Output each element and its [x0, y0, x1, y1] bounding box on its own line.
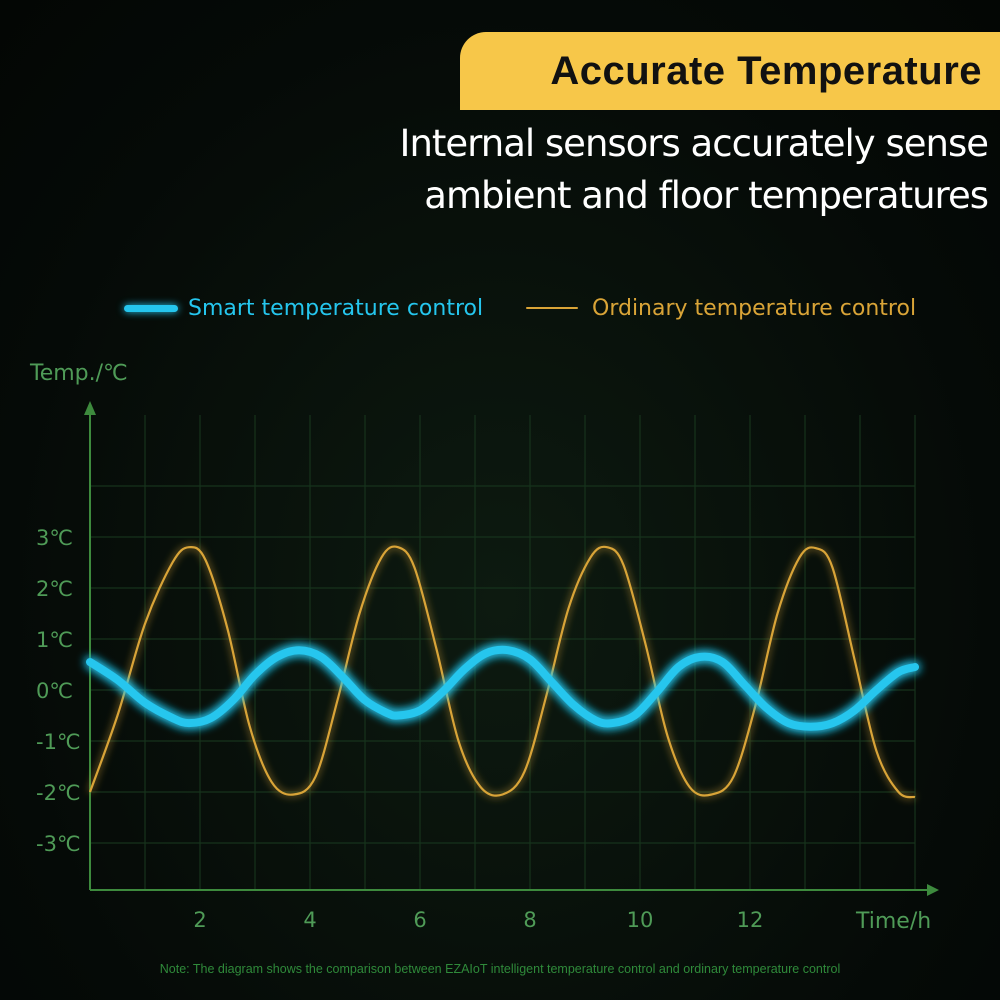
y-tick-label: -3℃	[36, 832, 81, 856]
series-lines	[86, 545, 919, 799]
legend-swatch-ordinary	[526, 307, 578, 309]
series-line-smart	[86, 645, 919, 731]
tick-labels: 3℃ 2℃ 1℃ 0℃ -1℃ -2℃ -3℃ 2 4 6 8 10 12 Temp./℃ Time/h	[29, 361, 931, 934]
legend-label-ordinary: Ordinary temperature control	[592, 295, 917, 321]
legend-swatch-smart	[124, 304, 178, 312]
x-axis-label: Time/h	[855, 909, 931, 934]
y-tick-label: -1℃	[36, 730, 81, 754]
y-tick-label: -2℃	[36, 781, 81, 805]
x-tick-label: 8	[523, 908, 536, 932]
y-tick-label: 2℃	[36, 577, 73, 601]
axes	[84, 401, 939, 896]
x-tick-label: 12	[737, 908, 764, 932]
y-tick-label: 0℃	[36, 679, 73, 703]
y-axis-label: Temp./℃	[29, 361, 128, 386]
legend-item-ordinary: Ordinary temperature control	[526, 288, 916, 328]
grid	[90, 415, 916, 890]
x-tick-label: 10	[627, 908, 654, 932]
legend-label-smart: Smart temperature control	[188, 295, 484, 321]
footnote: Note: The diagram shows the comparison b…	[159, 962, 841, 976]
chart-title: Accurate Temperature	[550, 48, 982, 93]
x-tick-label: 4	[303, 908, 316, 932]
subtitle-line-2: ambient and floor temperatures	[424, 174, 989, 217]
series-line-ordinary	[88, 545, 916, 799]
subtitle-line-1: Internal sensors accurately sense	[399, 122, 989, 165]
x-tick-label: 6	[413, 908, 426, 932]
y-tick-label: 1℃	[36, 628, 73, 652]
x-axis-arrow	[927, 884, 939, 896]
subtitle: Internal sensors accurately sense ambien…	[399, 118, 989, 222]
y-tick-label: 3℃	[36, 526, 73, 550]
legend: Smart temperature control Ordinary tempe…	[0, 288, 1000, 328]
title-badge: Accurate Temperature	[460, 32, 1000, 110]
y-axis-arrow	[84, 401, 96, 415]
legend-item-smart: Smart temperature control	[124, 288, 483, 328]
x-tick-label: 2	[193, 908, 206, 932]
